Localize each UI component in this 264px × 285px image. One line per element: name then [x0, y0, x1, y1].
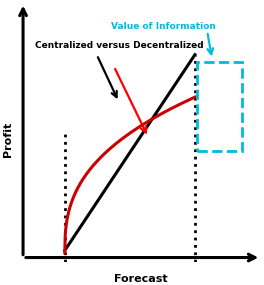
Bar	[197, 62, 242, 151]
Text: Forecast: Forecast	[114, 274, 168, 284]
Text: Value of Information: Value of Information	[111, 22, 215, 31]
Text: Profit: Profit	[3, 122, 13, 157]
Text: Centralized versus Decentralized: Centralized versus Decentralized	[35, 40, 204, 50]
